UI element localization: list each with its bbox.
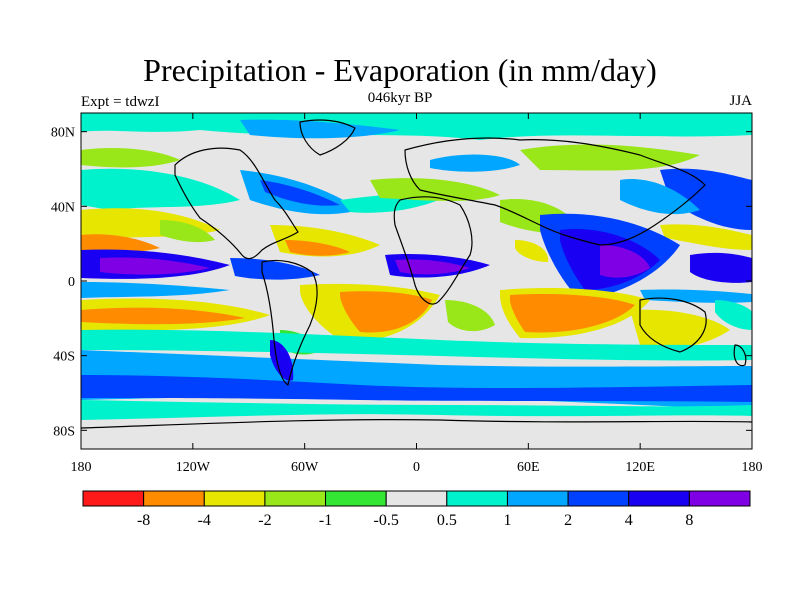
season-label: JJA: [729, 93, 752, 109]
colorbar-label: 1: [503, 512, 511, 529]
colorbar-label: 4: [625, 512, 633, 529]
coastlines: [81, 119, 752, 429]
colorbar-label: -1: [319, 512, 332, 529]
lon-tick-label: 0: [413, 460, 420, 475]
period-label: 046kyr BP: [367, 90, 433, 106]
precip-field: [81, 113, 752, 449]
colorbar-swatch: [628, 490, 690, 507]
colorbar-label: -2: [258, 512, 271, 529]
latitude-axis: 80N 40N 0 40S 80S: [51, 126, 752, 439]
lat-tick-label: 0: [68, 275, 75, 290]
colorbar-swatch: [82, 490, 145, 507]
lat-tick-label: 80S: [53, 424, 75, 439]
colorbar-label: -8: [137, 512, 150, 529]
plot-title: Precipitation - Evaporation (in mm/day): [143, 52, 657, 88]
lon-tick-label: 60W: [291, 460, 319, 475]
colorbar-swatch: [143, 490, 205, 507]
lon-tick-label: 120W: [176, 460, 211, 475]
lon-tick-label: 60E: [517, 460, 540, 475]
lat-tick-label: 80N: [51, 126, 75, 141]
colorbar-swatch: [385, 490, 448, 507]
colorbar-label: 2: [564, 512, 572, 529]
lon-tick-label: 120E: [625, 460, 655, 475]
colorbar-swatch: [567, 490, 630, 507]
colorbar-label: -4: [198, 512, 211, 529]
colorbar-label: -0.5: [374, 512, 399, 529]
longitude-axis: 180 120W 60W 0 60E 120E 180: [71, 113, 763, 475]
lat-tick-label: 40S: [53, 350, 75, 365]
colorbar-swatch: [688, 490, 751, 507]
colorbar-swatch: [203, 490, 266, 507]
colorbar-label: 0.5: [437, 512, 457, 529]
colorbar-swatch: [506, 490, 569, 507]
colorbar: -8 -4 -2 -1 -0.5 0.5 1 2 4 8: [82, 490, 751, 529]
colorbar-label: 8: [685, 512, 693, 529]
lon-tick-label: 180: [71, 460, 92, 475]
lon-tick-label: 180: [742, 460, 763, 475]
colorbar-swatch: [446, 490, 508, 507]
colorbar-swatch: [325, 490, 387, 507]
lat-tick-label: 40N: [51, 200, 75, 215]
colorbar-swatch: [264, 490, 327, 507]
experiment-label: Expt = tdwzI: [81, 94, 160, 110]
